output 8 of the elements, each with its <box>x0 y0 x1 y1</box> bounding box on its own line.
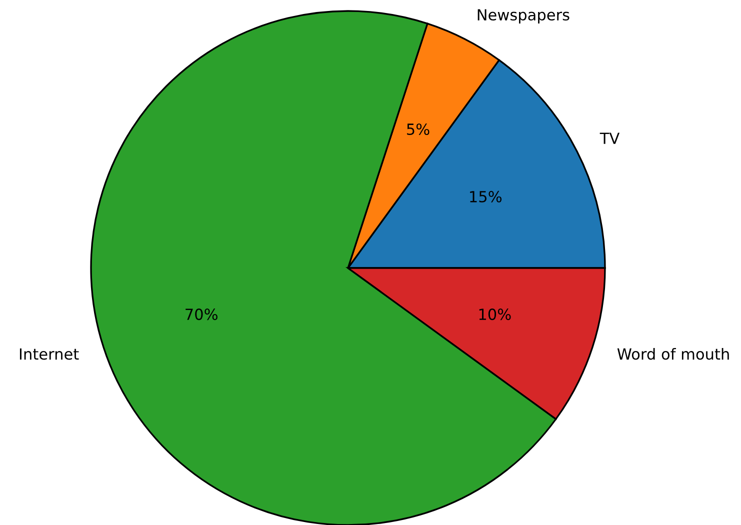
slice-label: Word of mouth <box>617 348 729 360</box>
slice-label: TV <box>600 132 620 144</box>
slice-label: Newspapers <box>478 9 570 24</box>
data-label: 10% <box>479 308 511 320</box>
data-label: 70% <box>186 308 218 320</box>
slice-label: Internet <box>20 348 79 360</box>
data-label: 15% <box>470 190 502 202</box>
data-label: 5% <box>407 123 430 136</box>
